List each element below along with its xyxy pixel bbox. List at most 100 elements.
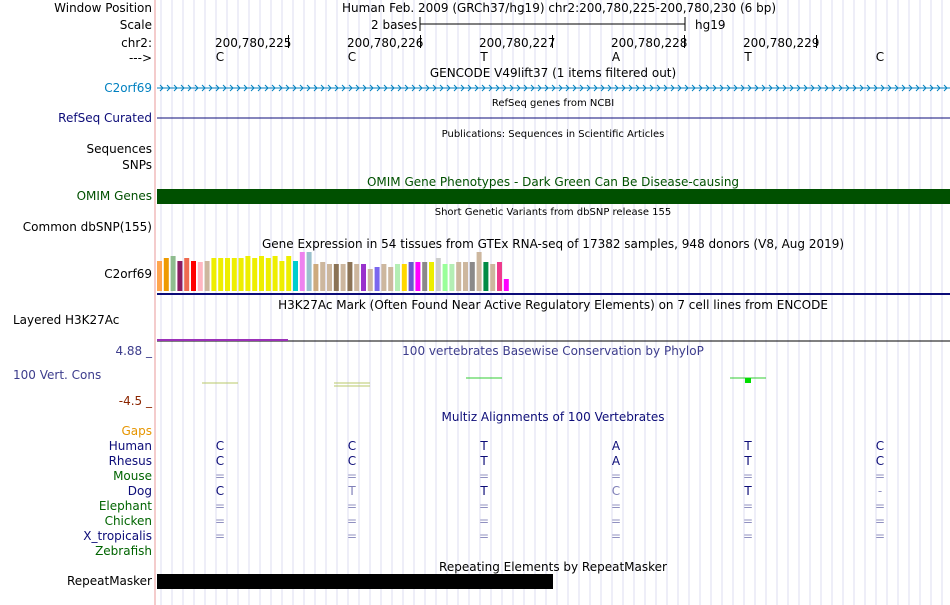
multiz-species-label[interactable]: Chicken [104,514,152,528]
gencode-strand-chevron [642,84,647,92]
gencode-strand-chevron [726,84,731,92]
dbsnp-label[interactable]: Common dbSNP(155) [22,220,152,234]
gencode-gene-feature[interactable] [157,84,950,92]
gtex-tissue-bar [293,261,298,291]
phylop-marks[interactable] [202,377,766,387]
gtex-title[interactable]: Gene Expression in 54 tissues from GTEx … [261,237,845,251]
multiz-base: = [214,529,226,543]
multiz-base: = [346,469,358,483]
refseq-label[interactable]: RefSeq Curated [58,111,152,125]
gtex-tissue-bar [320,262,326,291]
gtex-tissue-bar [252,258,258,291]
window-position-value: Human Feb. 2009 (GRCh37/hg19) chr2:200,7… [342,1,777,15]
gencode-strand-chevron [460,84,465,92]
multiz-base: = [610,529,622,543]
multiz-species-label[interactable]: Dog [127,484,152,498]
phylop-min: -4.5 _ [118,394,152,408]
omim-gene-feature[interactable] [157,189,950,204]
gencode-strand-chevron [901,84,906,92]
position-label: 200,780,228 [611,36,688,50]
gtex-tissue-bar [388,267,394,291]
publications-label[interactable]: Sequences [86,142,152,156]
gencode-strand-chevron [817,84,822,92]
gencode-strand-chevron [523,84,528,92]
multiz-base: = [742,469,754,483]
gtex-tissue-bar [157,261,162,291]
multiz-base: = [742,499,754,513]
gtex-label[interactable]: C2orf69 [104,267,152,281]
scale-bar [419,17,686,31]
gencode-strand-chevron [488,84,493,92]
gencode-strand-chevron [789,84,794,92]
position-tick [552,35,553,48]
refseq-title[interactable]: RefSeq genes from NCBI [491,98,615,109]
gencode-strand-chevron [565,84,570,92]
multiz-base: = [874,469,886,483]
gencode-strand-chevron [397,84,402,92]
multiz-species-label[interactable]: Elephant [98,499,152,513]
gencode-strand-chevron [621,84,626,92]
multiz-species-label[interactable]: Zebrafish [95,544,152,558]
multiz-species-label[interactable]: Human [108,439,152,453]
gencode-strand-chevron [635,84,640,92]
gencode-strand-chevron [229,84,234,92]
gtex-tissue-bar [245,256,251,291]
gencode-strand-chevron [313,84,318,92]
reference-base: C [347,50,357,64]
multiz-title[interactable]: Multiz Alignments of 100 Vertebrates [441,410,665,424]
multiz-base: C [875,439,885,453]
position-label: 200,780,229 [743,36,820,50]
repeatmasker-title[interactable]: Repeating Elements by RepeatMasker [439,560,667,574]
multiz-species-label[interactable]: Rhesus [108,454,152,468]
multiz-species-label[interactable]: X_tropicalis [83,529,152,543]
multiz-base: T [480,454,488,468]
multiz-base: C [215,439,225,453]
gencode-strand-chevron [432,84,437,92]
gencode-strand-chevron [572,84,577,92]
phylop-title[interactable]: 100 vertebrates Basewise Conservation by… [402,344,704,358]
position-tick [288,35,289,48]
multiz-base: T [480,484,488,498]
gencode-label[interactable]: C2orf69 [104,81,152,95]
gencode-strand-chevron [859,84,864,92]
gencode-strand-chevron [754,84,759,92]
gencode-strand-chevron [327,84,332,92]
gencode-strand-chevron [411,84,416,92]
gencode-strand-chevron [915,84,920,92]
gencode-strand-chevron [677,84,682,92]
gtex-tissue-bar [401,264,407,291]
h3k27ac-label[interactable]: Layered H3K27Ac [13,313,120,327]
gtex-tissue-bar [238,258,244,291]
gencode-strand-chevron [271,84,276,92]
multiz-base: = [874,499,886,513]
gencode-strand-chevron [838,84,843,92]
omim-label[interactable]: OMIM Genes [76,189,152,203]
gtex-tissue-bar [279,261,285,291]
gtex-tissue-bar [490,264,496,291]
multiz-gaps-label[interactable]: Gaps [121,424,152,438]
snps-label[interactable]: SNPs [122,158,152,172]
gencode-strand-chevron [257,84,262,92]
repeatmasker-feature[interactable] [157,574,553,589]
reference-base: A [611,50,621,64]
omim-title[interactable]: OMIM Gene Phenotypes - Dark Green Can Be… [366,175,740,189]
publications-title[interactable]: Publications: Sequences in Scientific Ar… [441,129,665,140]
position-tick [420,35,421,48]
gencode-strand-chevron [705,84,710,92]
gencode-strand-chevron [166,84,171,92]
gtex-tissue-bar [313,264,319,291]
h3k27ac-title[interactable]: H3K27Ac Mark (Often Found Near Active Re… [278,298,828,312]
multiz-base: C [215,484,225,498]
gencode-strand-chevron [628,84,633,92]
dbsnp-title[interactable]: Short Genetic Variants from dbSNP releas… [434,207,672,218]
strand-label: ---> [128,51,152,65]
gencode-strand-chevron [761,84,766,92]
position-label: 200,780,227 [479,36,556,50]
repeatmasker-label[interactable]: RepeatMasker [66,574,152,588]
phylop-label[interactable]: 100 Vert. Cons [13,368,102,382]
gtex-tissue-bar [408,262,414,291]
multiz-species-label[interactable]: Mouse [113,469,152,483]
gencode-title[interactable]: GENCODE V49lift37 (1 items filtered out) [429,66,677,80]
gtex-bar-group[interactable] [157,252,509,291]
gencode-strand-chevron [292,84,297,92]
